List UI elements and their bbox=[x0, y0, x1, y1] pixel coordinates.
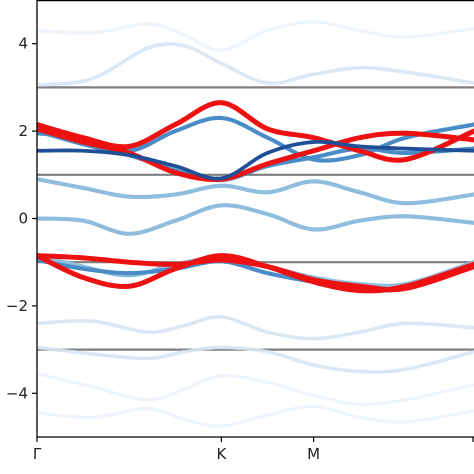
band-line-13 bbox=[37, 20, 474, 52]
band-line-3 bbox=[37, 253, 474, 293]
band-line-1 bbox=[37, 126, 474, 182]
band-line-8 bbox=[37, 177, 474, 206]
band-line-14 bbox=[37, 372, 474, 406]
band-lines bbox=[37, 20, 474, 428]
band-line-9 bbox=[37, 203, 474, 236]
y-tick-label: −4 bbox=[6, 384, 28, 402]
y-tick-label: 4 bbox=[18, 35, 28, 53]
band-line-15 bbox=[37, 404, 474, 428]
y-tick-label: 0 bbox=[18, 210, 28, 228]
band-line-11 bbox=[37, 42, 474, 88]
x-tick-label: Γ bbox=[33, 445, 42, 463]
y-tick-label: 2 bbox=[18, 122, 28, 140]
y-axis-ticks: 4 2 0 −2 −4 bbox=[6, 35, 37, 402]
band-line-16 bbox=[37, 314, 474, 341]
band-line-4 bbox=[37, 139, 474, 181]
x-tick-label: K bbox=[216, 445, 227, 463]
x-axis-ticks: ΓKMΓ bbox=[33, 437, 474, 463]
x-tick-label: M bbox=[307, 445, 320, 463]
reference-lines bbox=[37, 86, 474, 351]
y-tick-label: −2 bbox=[6, 297, 28, 315]
band-line-12 bbox=[37, 345, 474, 374]
band-line-0 bbox=[37, 100, 474, 163]
axes bbox=[36, 0, 474, 438]
